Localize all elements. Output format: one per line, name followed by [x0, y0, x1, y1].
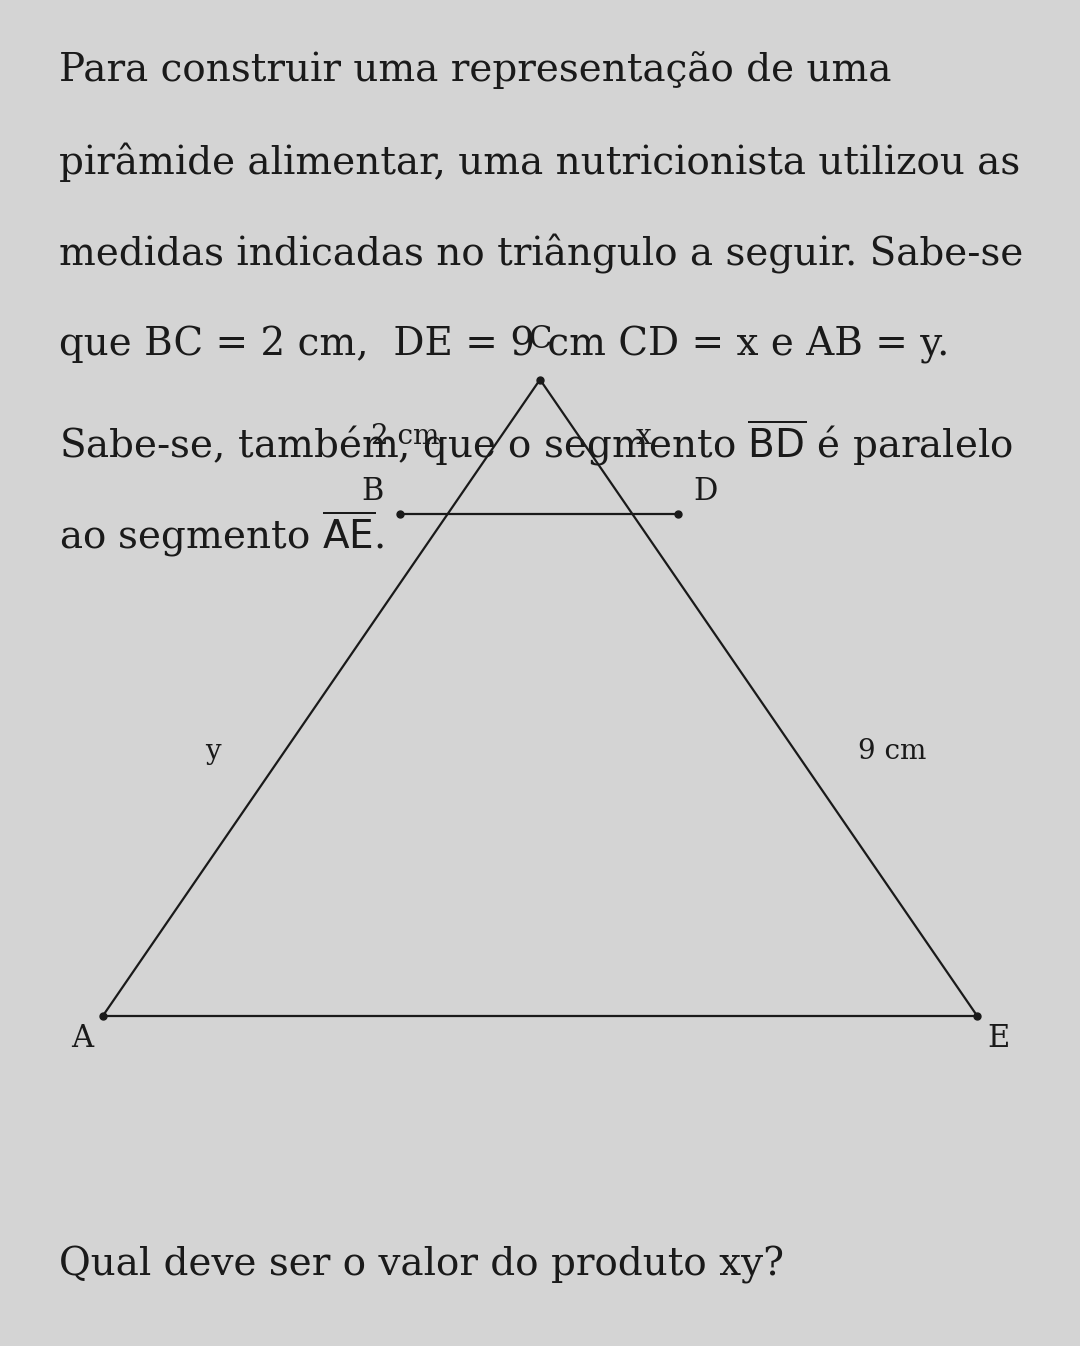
Text: que BC = 2 cm,  DE = 9 cm CD = x e AB = y.: que BC = 2 cm, DE = 9 cm CD = x e AB = y… [59, 326, 949, 363]
Text: B: B [362, 476, 384, 507]
Text: pirâmide alimentar, uma nutricionista utilizou as: pirâmide alimentar, uma nutricionista ut… [59, 143, 1021, 182]
Text: Para construir uma representação de uma: Para construir uma representação de uma [59, 51, 892, 89]
Text: D: D [693, 476, 718, 507]
Text: Sabe-se, também, que o segmento $\overline{\mathrm{BD}}$ é paralelo: Sabe-se, também, que o segmento $\overli… [59, 417, 1014, 468]
Text: medidas indicadas no triângulo a seguir. Sabe-se: medidas indicadas no triângulo a seguir.… [59, 234, 1024, 275]
Text: y: y [205, 738, 220, 766]
Text: E: E [987, 1023, 1010, 1054]
Text: A: A [71, 1023, 93, 1054]
Text: x: x [636, 423, 652, 450]
Text: 9 cm: 9 cm [858, 738, 927, 766]
Text: C: C [528, 324, 552, 355]
Text: ao segmento $\overline{\mathrm{AE}}$.: ao segmento $\overline{\mathrm{AE}}$. [59, 509, 384, 560]
Text: 2 cm: 2 cm [372, 423, 440, 450]
Text: Qual deve ser o valor do produto xy?: Qual deve ser o valor do produto xy? [59, 1246, 784, 1284]
